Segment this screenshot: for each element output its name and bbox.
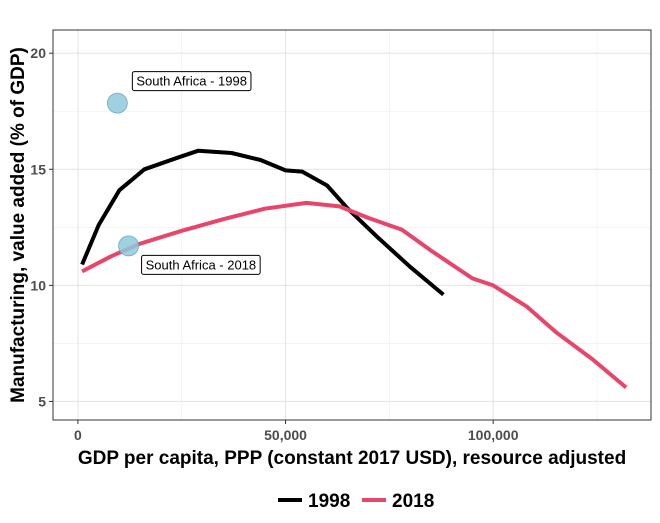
- x-tick-label: 50,000: [264, 427, 307, 443]
- panel-background: [53, 30, 651, 420]
- y-axis-title: Manufacturing, value added (% of GDP): [8, 47, 29, 403]
- legend-label-2018: 2018: [392, 491, 434, 512]
- series-lines: [80, 148, 628, 390]
- panel-border: [52, 29, 652, 421]
- y-tick-label: 15: [30, 161, 46, 177]
- point-south-africa-1998: [106, 92, 128, 114]
- y-axis: 5 10 15 20: [30, 45, 53, 409]
- y-tick-label: 10: [30, 277, 46, 293]
- annotations: South Africa - 1998 South Africa - 2018: [131, 71, 261, 275]
- annotation-label: South Africa - 2018: [141, 254, 261, 275]
- x-tick-label: 100,000: [468, 427, 519, 443]
- annotation-box: [131, 71, 252, 92]
- point-south-africa-2018: [118, 235, 139, 257]
- highlight-points: [106, 92, 139, 257]
- x-axis-title: GDP per capita, PPP (constant 2017 USD),…: [78, 448, 626, 469]
- series-line-1998: [80, 148, 445, 297]
- grid: [53, 30, 651, 420]
- annotation-text: South Africa - 2018: [146, 257, 257, 272]
- annotation-text: South Africa - 1998: [136, 74, 247, 89]
- legend: 1998 2018: [278, 491, 434, 512]
- y-tick-label: 20: [30, 45, 46, 61]
- x-axis: 0 50,000 100,000: [74, 420, 519, 443]
- annotation-box: [141, 254, 261, 275]
- x-tick-label: 0: [74, 427, 82, 443]
- y-tick-label: 5: [38, 393, 46, 409]
- legend-label-1998: 1998: [308, 491, 350, 512]
- annotation-label: South Africa - 1998: [131, 71, 252, 92]
- series-line-2018: [81, 200, 628, 390]
